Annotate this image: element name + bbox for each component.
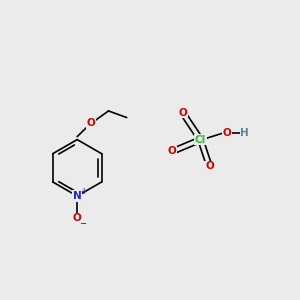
Text: O: O (205, 161, 214, 171)
Text: +: + (81, 187, 87, 196)
Text: O: O (87, 118, 95, 128)
Text: O: O (73, 213, 82, 224)
Text: Cl: Cl (195, 135, 206, 145)
Text: H: H (240, 128, 249, 138)
Text: N: N (73, 191, 82, 201)
Text: −: − (80, 219, 87, 228)
Text: O: O (178, 108, 187, 118)
Text: O: O (168, 146, 177, 157)
Text: O: O (222, 128, 231, 138)
